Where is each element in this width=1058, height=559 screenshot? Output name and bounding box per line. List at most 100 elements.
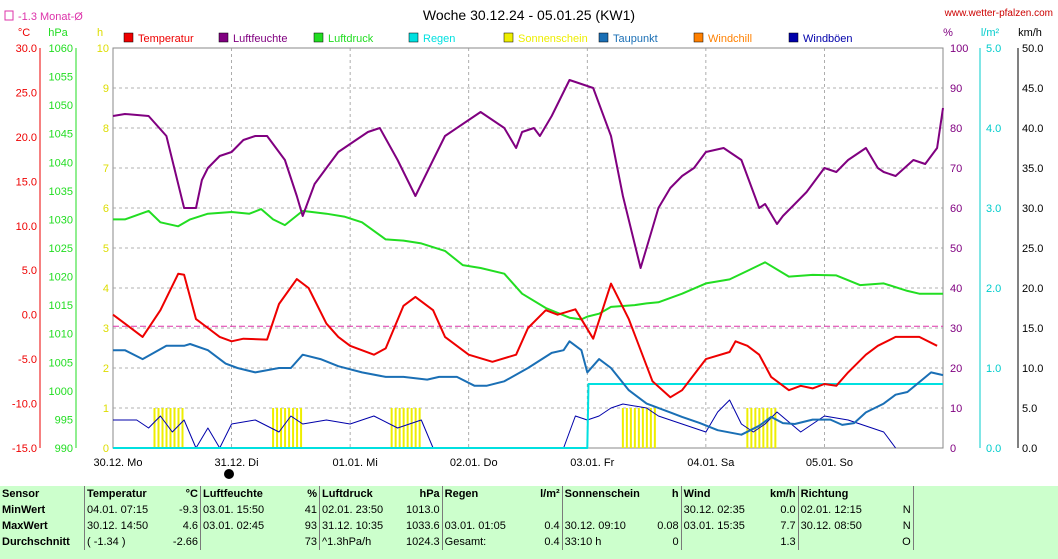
- wind-axis-tick: 40.0: [1022, 123, 1043, 135]
- humidity-axis-tick: 10: [950, 403, 962, 415]
- stats-cell: 0.0: [780, 504, 796, 516]
- x-axis-label: 02.01. Do: [450, 457, 498, 469]
- pressure-axis-tick: 1005: [49, 357, 73, 369]
- series-line-taupunkt: [113, 340, 944, 436]
- statistics-panel: Sensor Temperatur °C Luftfeuchte % Luftd…: [0, 486, 1058, 559]
- humidity-axis-tick: 60: [950, 203, 962, 215]
- stats-cell: [680, 534, 764, 550]
- wind-axis-tick: 0.0: [1022, 443, 1037, 455]
- stats-cell: 03.01. 15:50: [200, 502, 288, 518]
- stats-max-row: MaxWert 30.12. 14:50 4.6 03.01. 02:45 93…: [0, 518, 918, 534]
- series-line-luftdruck: [113, 208, 943, 321]
- temperature-axis-tick: 5.0: [22, 265, 37, 277]
- sunshine-axis-tick: 8: [103, 123, 109, 135]
- pressure-axis-tick: 1045: [49, 129, 73, 141]
- sunshine-axis-tick: 1: [103, 403, 109, 415]
- stats-cell: 1.3: [780, 536, 796, 548]
- sunshine-axis-tick: 0: [103, 443, 109, 455]
- stats-cell: 30.12. 02:35: [680, 502, 764, 518]
- stats-cell: 03.01. 01:05: [441, 518, 532, 534]
- pressure-axis-tick: 1025: [49, 243, 73, 255]
- stats-cell: 1013.0: [406, 504, 440, 516]
- rain-axis-tick: 5.0: [986, 43, 1001, 55]
- pressure-axis-tick: 995: [55, 414, 73, 426]
- legend-label: Windböen: [803, 33, 853, 45]
- legend-swatch: [693, 32, 704, 43]
- wind-axis-tick: 30.0: [1022, 203, 1043, 215]
- stats-cell: [441, 502, 532, 518]
- sunshine-axis-tick: 5: [103, 243, 109, 255]
- legend-swatch: [123, 32, 134, 43]
- stats-cell: 02.01. 12:15: [797, 502, 897, 518]
- sunshine-axis-tick: 3: [103, 323, 109, 335]
- stats-temp-title: Temperatur: [84, 486, 153, 502]
- stats-wind-unit: km/h: [769, 488, 796, 500]
- stats-cell: 03.01. 15:35: [680, 518, 764, 534]
- pressure-axis-tick: 1055: [49, 72, 73, 84]
- legend-label: Regen: [423, 33, 455, 45]
- stats-cell: 30.12. 08:50: [797, 518, 897, 534]
- x-axis-label: 03.01. Fr: [570, 457, 614, 469]
- pressure-axis-tick: 1050: [49, 100, 73, 112]
- rain-axis-tick: 1.0: [986, 363, 1001, 375]
- stats-cell: 02.01. 23:50: [319, 502, 404, 518]
- stats-humidity-title: Luftfeuchte: [200, 486, 288, 502]
- pressure-axis-tick: 1030: [49, 214, 73, 226]
- rain-axis-unit: l/m²: [981, 27, 1000, 39]
- wind-axis-tick: 5.0: [1022, 403, 1037, 415]
- stats-cell: 73: [304, 536, 317, 548]
- stats-cell: Gesamt:: [441, 534, 532, 550]
- stats-cell: 0.08: [657, 520, 679, 532]
- stats-cell: [532, 502, 563, 518]
- pressure-axis-tick: 1040: [49, 157, 73, 169]
- stats-cell: 1033.6: [406, 520, 440, 532]
- legend-swatch: [408, 32, 419, 43]
- wind-axis-tick: 25.0: [1022, 243, 1043, 255]
- stats-cell: -2.66: [172, 536, 198, 548]
- temperature-axis-tick: 30.0: [16, 43, 37, 55]
- stats-direction-title: Richtung: [797, 486, 897, 502]
- legend-label: Windchill: [708, 33, 752, 45]
- stats-sensor-header: Sensor: [2, 488, 40, 500]
- stats-cell: 30.12. 09:10: [561, 518, 655, 534]
- x-axis-label: 04.01. Sa: [687, 457, 735, 469]
- rain-axis-tick: 3.0: [986, 203, 1001, 215]
- wind-axis-tick: 10.0: [1022, 363, 1043, 375]
- stats-cell: [561, 502, 655, 518]
- sunshine-axis-tick: 2: [103, 363, 109, 375]
- rain-axis-tick: 2.0: [986, 283, 1001, 295]
- stats-pressure-title: Luftdruck: [319, 486, 404, 502]
- legend-label: Luftfeuchte: [233, 33, 287, 45]
- stats-cell: [200, 534, 288, 550]
- legend-label: Taupunkt: [613, 33, 658, 45]
- legend-label: Sonnenschein: [518, 33, 588, 45]
- stats-min-row: MinWert 04.01. 07:15 -9.3 03.01. 15:50 4…: [0, 502, 918, 518]
- sunshine-axis-unit: h: [97, 27, 103, 39]
- stats-temp-unit: °C: [185, 488, 198, 500]
- legend-swatch: [313, 32, 324, 43]
- wind-axis-unit: km/h: [1018, 27, 1042, 39]
- moon-phase-icon: [224, 469, 234, 479]
- stats-cell: [655, 502, 682, 518]
- stats-rain-title: Regen: [441, 486, 532, 502]
- rain-axis-tick: 0.0: [986, 443, 1001, 455]
- pressure-axis-tick: 1015: [49, 300, 73, 312]
- stats-wind-title: Wind: [680, 486, 764, 502]
- stats-sun-unit: h: [671, 488, 679, 500]
- temperature-axis-tick: 20.0: [16, 132, 37, 144]
- sunshine-axis-tick: 9: [103, 83, 109, 95]
- temperature-axis-tick: 25.0: [16, 87, 37, 99]
- stats-humidity-unit: %: [307, 488, 317, 500]
- stats-empty-cell: [912, 534, 918, 550]
- stats-cell: 7.7: [780, 520, 796, 532]
- pressure-axis-tick: 1035: [49, 186, 73, 198]
- stats-avg-row: Durchschnitt ( -1.34 ) -2.66 73 ^1.3hPa/…: [0, 534, 918, 550]
- stats-cell: ^1.3hPa/h: [319, 534, 404, 550]
- sunshine-axis-tick: 7: [103, 163, 109, 175]
- sunshine-axis-tick: 6: [103, 203, 109, 215]
- stats-cell: 31.12. 10:35: [319, 518, 404, 534]
- temperature-axis-tick: -5.0: [18, 354, 37, 366]
- statistics-table: Sensor Temperatur °C Luftfeuchte % Luftd…: [0, 486, 918, 550]
- wind-axis-tick: 45.0: [1022, 83, 1043, 95]
- chart-title: Woche 30.12.24 - 05.01.25 (KW1): [423, 7, 635, 23]
